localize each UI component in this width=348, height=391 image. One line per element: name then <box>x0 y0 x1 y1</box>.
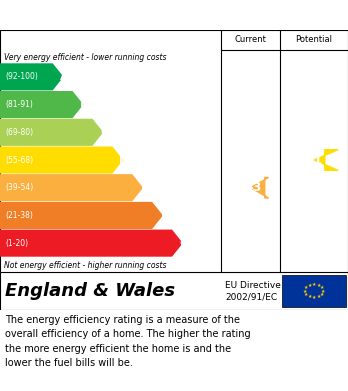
Text: Not energy efficient - higher running costs: Not energy efficient - higher running co… <box>4 260 166 269</box>
Text: ★: ★ <box>316 294 321 299</box>
Text: ★: ★ <box>312 295 316 300</box>
FancyArrow shape <box>0 175 142 201</box>
Text: The energy efficiency rating is a measure of the
overall efficiency of a home. T: The energy efficiency rating is a measur… <box>5 315 251 368</box>
Text: (1-20): (1-20) <box>5 239 28 248</box>
Text: Potential: Potential <box>295 36 333 45</box>
FancyArrow shape <box>0 230 182 256</box>
Text: 43: 43 <box>244 181 262 194</box>
Bar <box>282 275 346 307</box>
Text: ★: ★ <box>312 282 316 287</box>
FancyArrow shape <box>0 203 162 228</box>
Text: E: E <box>141 181 150 194</box>
FancyArrow shape <box>314 150 338 170</box>
Text: (39-54): (39-54) <box>5 183 33 192</box>
Text: ★: ★ <box>304 292 308 297</box>
Text: B: B <box>80 98 90 111</box>
Text: EU Directive
2002/91/EC: EU Directive 2002/91/EC <box>225 281 281 301</box>
Text: ★: ★ <box>307 294 312 299</box>
Text: ★: ★ <box>303 289 307 294</box>
Text: ★: ★ <box>304 285 308 291</box>
Text: ★: ★ <box>320 285 324 291</box>
FancyArrow shape <box>0 119 102 145</box>
Text: 61: 61 <box>306 154 323 167</box>
Text: (92-100): (92-100) <box>5 72 38 81</box>
Text: F: F <box>161 209 169 222</box>
FancyArrow shape <box>0 92 82 117</box>
FancyArrow shape <box>0 64 63 90</box>
Text: D: D <box>119 154 129 167</box>
Text: Very energy efficient - lower running costs: Very energy efficient - lower running co… <box>4 52 166 61</box>
FancyArrow shape <box>0 147 122 173</box>
Text: (81-91): (81-91) <box>5 100 33 109</box>
Text: (55-68): (55-68) <box>5 156 33 165</box>
Text: (69-80): (69-80) <box>5 128 33 137</box>
Text: ★: ★ <box>321 289 325 294</box>
Text: (21-38): (21-38) <box>5 211 33 220</box>
Text: C: C <box>101 126 110 139</box>
Text: ★: ★ <box>316 283 321 288</box>
Text: Energy Efficiency Rating: Energy Efficiency Rating <box>69 5 279 20</box>
FancyArrow shape <box>251 178 269 198</box>
Text: ★: ★ <box>320 292 324 297</box>
Text: ★: ★ <box>307 283 312 288</box>
Text: A: A <box>60 70 70 83</box>
Text: England & Wales: England & Wales <box>5 282 175 300</box>
Text: Current: Current <box>235 36 267 45</box>
Text: G: G <box>179 237 189 249</box>
